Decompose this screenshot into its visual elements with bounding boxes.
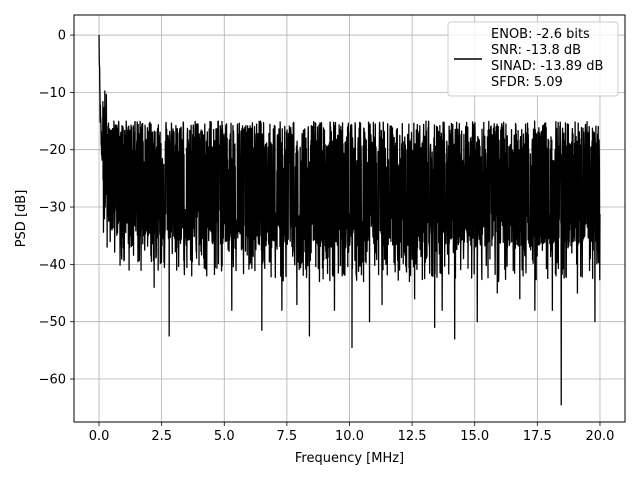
- axis-ticks: 0.0 2.5 5.0 7.5 10.0 12.5 15.0 17.5 20.0 0 −10 −20 −…: [39, 29, 615, 444]
- legend-sfdr: SFDR: 5.09: [491, 75, 563, 90]
- legend-box: [447, 21, 619, 97]
- y-tick-label: −50: [39, 315, 66, 330]
- legend: ENOB: -2.6 bits SNR: -13.8 dB SINAD: -13…: [447, 21, 619, 97]
- psd-trace: [98, 35, 601, 406]
- y-tick-label: 0: [58, 29, 66, 44]
- y-tick-label: −20: [39, 143, 66, 158]
- x-tick-label: 0.0: [89, 429, 110, 444]
- x-tick-label: 12.5: [398, 429, 427, 444]
- x-tick-label: 5.0: [214, 429, 235, 444]
- x-tick-label: 10.0: [335, 429, 364, 444]
- y-tick-label: −30: [39, 201, 66, 216]
- legend-enob: ENOB: -2.6 bits: [491, 27, 590, 42]
- y-tick-label: −10: [39, 86, 66, 101]
- legend-sinad: SINAD: -13.89 dB: [491, 59, 603, 74]
- y-tick-label: −40: [39, 258, 66, 273]
- x-axis-label: Frequency [MHz]: [295, 451, 404, 466]
- x-tick-label: 15.0: [460, 429, 489, 444]
- psd-series-line: [98, 35, 601, 406]
- x-tick-label: 20.0: [585, 429, 614, 444]
- y-tick-label: −60: [39, 373, 66, 388]
- legend-snr: SNR: -13.8 dB: [491, 43, 581, 58]
- x-tick-label: 2.5: [151, 429, 172, 444]
- x-tick-label: 7.5: [277, 429, 298, 444]
- y-axis-label: PSD [dB]: [14, 190, 29, 248]
- x-tick-label: 17.5: [523, 429, 552, 444]
